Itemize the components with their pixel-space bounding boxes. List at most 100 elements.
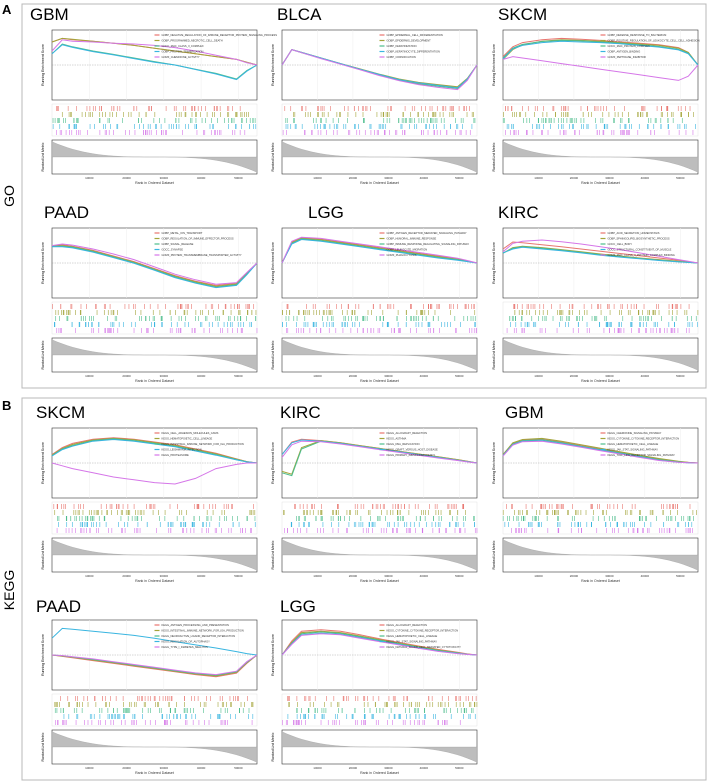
x-tick-label: 30000 [605,176,614,180]
legend-entry: KEGG_PROTEASOME [162,453,190,457]
es-line-series-5 [51,243,258,285]
legend-entry: KEGG_CHEMOKINE_SIGNALING_PATHWAY [608,431,662,435]
plot-title: LGG [308,203,344,222]
x-tick-label: 40000 [641,374,650,378]
es-line-series-1 [51,244,258,286]
legend-entry: GOBP_EPIDERMAL_CELL_DIFFERENTIATION [387,33,443,37]
legend-entry: KEGG_ASTHMA [387,437,407,441]
x-tick-label: 40000 [420,574,429,578]
rank-metric-area [51,731,258,763]
ylabel-es: Running Enrichment Score [41,44,45,86]
x-tick-label: 10000 [313,574,322,578]
x-tick-label: 40000 [197,574,206,578]
plot-title: GBM [30,5,69,24]
x-tick-label: 30000 [605,574,614,578]
x-tick-label: 40000 [420,374,429,378]
ylabel-rank: Ranked List Metric [271,142,275,171]
es-line-series-5 [502,56,699,81]
ylabel-rank: Ranked List Metric [41,142,45,171]
legend-entry: KEGG_ANTIGEN_PROCESSING_AND_PRESENTATION [162,623,229,627]
x-tick-label: 50000 [234,574,243,578]
legend-entry: KEGG_JAK_STAT_SIGNALING_PATHWAY [608,448,659,452]
legend-entry: KEGG_CELL_ADHESION_MOLECULES_CAMS [162,431,219,435]
panel-b-side-label: KEGG [1,570,17,610]
ylabel-es: Running Enrichment Score [492,442,496,484]
es-line-series-4 [51,44,258,81]
es-line-series-5 [281,236,478,264]
plot-title: KIRC [280,403,321,422]
x-tick-label: 30000 [160,574,169,578]
legend-entry: KEGG_NEUROACTIVE_LIGAND_RECEPTOR_INTERAC… [162,634,236,638]
plot-title: SKCM [498,5,547,24]
gsea-plot-kegg-gbm: GBM Running Enrichment Score Ranked List M… [492,403,699,583]
x-tick-label: 10000 [313,374,322,378]
x-tick-label: 40000 [197,176,206,180]
x-axis-label: Rank in Ordered Dataset [581,579,620,583]
es-line-series-1 [502,241,699,264]
x-tick-label: 40000 [641,574,650,578]
es-line-series-1 [51,654,258,678]
legend-entry: KEGG_NATURAL_KILLER_CELL_MEDIATED_CYTOTO… [387,645,462,649]
legend-entry: KEGG_GRAFT_VERSUS_HOST_DISEASE [387,448,438,452]
legend-entry: KEGG_INTESTINAL_IMMUNE_NETWORK_FOR_IGA_P… [162,629,244,633]
x-tick-label: 30000 [160,766,169,770]
x-tick-label: 50000 [455,766,464,770]
legend-entry: KEGG_HEMATOPOIETIC_CELL_LINEAGE [387,634,438,638]
panel-a-frame [21,3,707,389]
legend-entry: GOMF_PEPTIDASE_INHIBITOR [608,55,646,59]
x-tick-label: 50000 [676,574,685,578]
rank-metric-area [502,339,699,371]
panel-b-letter: B [2,398,11,413]
legend-entry: GOBP_ACID_SECRETION_HOMEOSTASIS [608,231,660,235]
legend-entry: GOMF_PHAGOCYTOSIS [387,253,417,257]
legend-entry: GOBP_NEGATIVE_REGULATION_OF_IMMUNE_RECEP… [162,33,278,37]
gsea-plot-kegg-kirc: KIRC Running Enrichment Score Ranked List … [271,403,478,583]
x-tick-label: 10000 [313,176,322,180]
x-tick-label: 50000 [234,176,243,180]
x-tick-label: 50000 [676,374,685,378]
legend-entry: KEGG_TOLL_LIKE_RECEPTOR_SIGNALING_PATHWA… [608,453,676,457]
x-tick-label: 50000 [455,574,464,578]
x-tick-label: 10000 [85,374,94,378]
legend-entry: KEGG_CYTOKINE_CYTOKINE_RECEPTOR_INTERACT… [608,437,680,441]
x-axis-label: Rank in Ordered Dataset [135,181,174,185]
rank-metric-area [51,339,258,371]
gsea-plot-kegg-skcm: SKCM Running Enrichment Score Ranked List … [36,403,258,583]
x-axis-label: Rank in Ordered Dataset [360,771,399,775]
legend-entry: KEGG_ALLOGRAFT_REJECTION [387,431,428,435]
plot-title: KIRC [498,203,539,222]
rank-metric-area [281,339,478,371]
legend-entry: GOMF_MHC_CLASS_II_PROTEIN_COMPLEX_BINDIN… [608,253,675,257]
rank-metric-area [51,141,258,173]
x-tick-label: 40000 [197,374,206,378]
legend-entry: KEGG_HEMATOPOIETIC_CELL_LINEAGE [608,442,659,446]
x-tick-label: 50000 [455,374,464,378]
legend-entry: GOBP_PROGRAMMED_NECROTIC_CELL_DEATH [162,39,223,43]
x-axis-label: Rank in Ordered Dataset [360,379,399,383]
legend-entry: KEGG_REGULATION_OF_AUTOPHAGY [162,640,211,644]
hit-bar-area [281,103,478,137]
es-line-series-2 [502,437,699,464]
gsea-plot-go-paad: PAAD Running Enrichment Score Ranked List … [41,203,258,383]
ylabel-es: Running Enrichment Score [41,442,45,484]
legend-entry: KEGG_PRIMARY_IMMUNODEFICIENCY [387,453,436,457]
x-tick-label: 20000 [122,574,131,578]
legend-entry: GOBP_EPIDERMIS_DEVELOPMENT [387,39,432,43]
x-tick-label: 20000 [122,374,131,378]
ylabel-es: Running Enrichment Score [41,634,45,676]
legend-entry: KEGG_TYPE_I_DIABETES_MELLITUS [162,645,209,649]
x-tick-label: 50000 [676,176,685,180]
gsea-plot-go-kirc: KIRC Running Enrichment Score Ranked List … [492,203,699,383]
x-tick-label: 20000 [349,766,358,770]
legend-entry: KEGG_DNA_REPLICATION [387,442,420,446]
plot-title: BLCA [277,5,322,24]
x-tick-label: 20000 [570,176,579,180]
rank-metric-area [502,539,699,571]
legend-entry: GOBP_SPHINGOLIPID_BIOSYNTHETIC_PROCESS [608,237,670,241]
legend-entry: GOBP_POSITIVE_REGULATION_OF_LEUKOCYTE_CE… [608,39,700,43]
x-tick-label: 10000 [85,176,94,180]
ylabel-rank: Ranked List Metric [492,142,496,171]
x-tick-label: 40000 [420,766,429,770]
legend-entry: GOCC_MHC_CLASS_II_COMPLEX [162,44,204,48]
